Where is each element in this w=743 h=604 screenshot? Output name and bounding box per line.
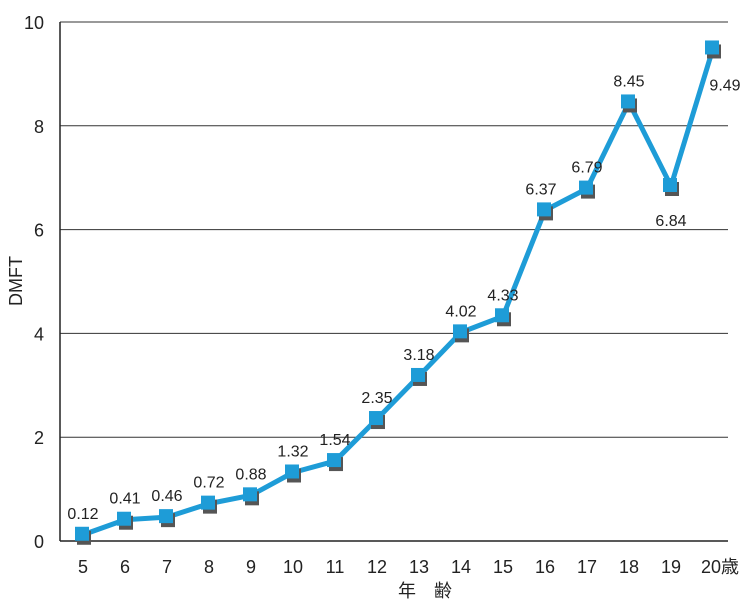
data-point bbox=[285, 464, 299, 479]
data-label: 6.84 bbox=[655, 213, 686, 230]
x-tick-label: 7 bbox=[162, 557, 172, 577]
x-tick-label: 19 bbox=[661, 557, 681, 577]
series-polyline bbox=[80, 45, 716, 538]
data-point bbox=[369, 411, 383, 426]
y-tick-label: 4 bbox=[34, 324, 44, 344]
y-tick-labels: 0 2 4 6 8 10 bbox=[24, 13, 44, 552]
x-tick-label: 17 bbox=[577, 557, 597, 577]
x-tick-label: 6 bbox=[120, 557, 130, 577]
x-tick-label: 20歳 bbox=[701, 557, 739, 577]
axes bbox=[59, 22, 728, 542]
data-label: 0.72 bbox=[193, 475, 224, 492]
data-point bbox=[453, 324, 467, 339]
data-label: 0.88 bbox=[235, 466, 266, 483]
data-point bbox=[537, 202, 551, 217]
data-label: 6.79 bbox=[571, 160, 602, 177]
x-tick-label: 13 bbox=[409, 557, 429, 577]
series-markers bbox=[75, 40, 721, 545]
x-tick-label: 16 bbox=[535, 557, 555, 577]
x-tick-label: 9 bbox=[246, 557, 256, 577]
data-label: 0.12 bbox=[67, 506, 98, 523]
y-tick-label: 8 bbox=[34, 117, 44, 137]
x-tick-label: 5 bbox=[78, 557, 88, 577]
x-tick-label: 18 bbox=[619, 557, 639, 577]
x-axis-title: 年 齢 bbox=[398, 581, 452, 601]
series-line bbox=[80, 45, 716, 538]
y-tick-label: 10 bbox=[24, 13, 44, 33]
x-tick-label: 10 bbox=[283, 557, 303, 577]
y-tick-label: 2 bbox=[34, 428, 44, 448]
data-point bbox=[621, 94, 635, 109]
data-label: 9.49 bbox=[709, 77, 740, 94]
data-point bbox=[411, 367, 425, 382]
x-tick-label: 8 bbox=[204, 557, 214, 577]
x-tick-labels: 5 6 7 8 9 10 11 12 13 14 15 16 17 18 19 20歳 bbox=[78, 557, 739, 577]
data-point bbox=[159, 509, 173, 524]
data-label: 0.41 bbox=[109, 491, 140, 508]
data-label: 6.37 bbox=[525, 181, 556, 198]
data-point bbox=[327, 453, 341, 468]
data-label: 8.45 bbox=[613, 73, 644, 90]
y-tick-label: 6 bbox=[34, 221, 44, 241]
data-point bbox=[579, 180, 593, 195]
x-tick-label: 12 bbox=[367, 557, 387, 577]
data-label: 2.35 bbox=[361, 390, 392, 407]
data-label: 0.46 bbox=[151, 488, 182, 505]
data-point bbox=[75, 526, 89, 541]
y-tick-label: 0 bbox=[34, 532, 44, 552]
y-axis-title: DMFT bbox=[6, 256, 26, 306]
data-label: 1.32 bbox=[277, 443, 308, 460]
data-label: 4.33 bbox=[487, 287, 518, 304]
data-label: 3.18 bbox=[403, 347, 434, 364]
data-point bbox=[117, 511, 131, 526]
data-label: 1.54 bbox=[319, 432, 350, 449]
data-point bbox=[243, 487, 257, 502]
x-tick-label: 15 bbox=[493, 557, 513, 577]
data-point bbox=[705, 40, 719, 55]
data-point bbox=[663, 178, 677, 193]
data-labels: 0.12 0.41 0.46 0.72 0.88 1.32 1.54 2.35 3.18 4.02… bbox=[67, 73, 740, 522]
data-point bbox=[201, 495, 215, 510]
x-tick-label: 14 bbox=[451, 557, 471, 577]
data-label: 4.02 bbox=[445, 303, 476, 320]
x-tick-label: 11 bbox=[326, 557, 345, 577]
data-point bbox=[495, 308, 509, 323]
